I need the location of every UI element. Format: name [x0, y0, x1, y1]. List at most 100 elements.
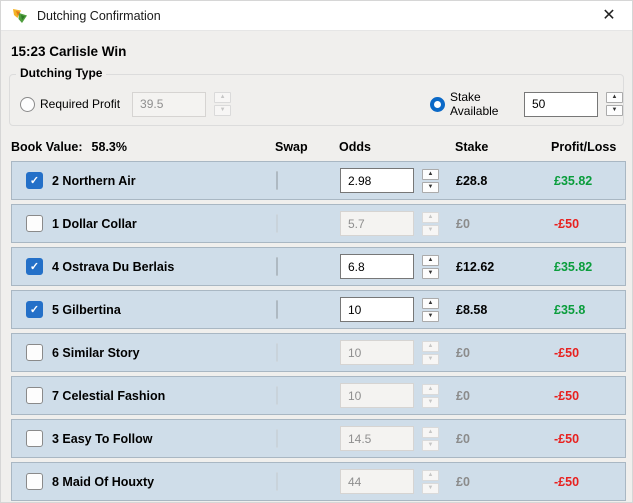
swap-checkbox[interactable] — [276, 471, 278, 491]
profit-loss-value: £35.82 — [554, 173, 593, 188]
spin-down-icon[interactable]: ▼ — [422, 310, 439, 322]
stake-value: £0 — [456, 345, 470, 360]
spin-up-icon[interactable]: ▲ — [422, 168, 439, 180]
odds-cell: ▲▼ — [340, 211, 452, 236]
odds-spinner: ▲ ▼ — [422, 340, 439, 365]
spin-down-icon[interactable]: ▼ — [422, 439, 439, 451]
window-title: Dutching Confirmation — [37, 8, 161, 23]
profit-loss-value: £35.8 — [554, 302, 586, 317]
stake-available-label: Stake Available — [450, 90, 499, 118]
swap-cell — [276, 428, 340, 448]
spin-down-icon[interactable]: ▼ — [422, 396, 439, 408]
odds-input[interactable] — [340, 254, 414, 279]
runner-name: 5 Gilbertina — [52, 302, 121, 317]
stake-value: £0 — [456, 388, 470, 403]
odds-spinner: ▲ ▼ — [422, 168, 439, 193]
odds-input[interactable] — [340, 168, 414, 193]
odds-cell: ▲▼ — [340, 383, 452, 408]
stake-value: £12.62 — [456, 259, 495, 274]
swap-checkbox[interactable] — [276, 342, 278, 362]
stake-available-input[interactable] — [524, 91, 598, 117]
runner-cell: ✓ 6 Similar Story — [26, 344, 276, 361]
profit-loss-value: -£50 — [554, 474, 580, 489]
swap-checkbox[interactable] — [276, 170, 278, 190]
runner-select-checkbox[interactable]: ✓ — [26, 344, 43, 361]
table-row: ✓ 1 Dollar Collar ▲▼ £0 -£50 — [11, 204, 626, 243]
spin-up-icon[interactable]: ▲ — [422, 383, 439, 395]
runner-cell: ✓ 5 Gilbertina — [26, 301, 276, 318]
swap-checkbox[interactable] — [276, 256, 278, 276]
dutching-type-label: Dutching Type — [16, 66, 107, 80]
spin-up-icon[interactable]: ▲ — [422, 340, 439, 352]
column-header-stake: Stake — [455, 140, 489, 154]
swap-cell — [276, 299, 340, 319]
profit-loss-value: -£50 — [554, 216, 580, 231]
odds-input[interactable] — [340, 297, 414, 322]
swap-checkbox[interactable] — [276, 428, 278, 448]
runner-select-checkbox[interactable]: ✓ — [26, 301, 43, 318]
spin-down-icon[interactable]: ▼ — [422, 224, 439, 236]
table-row: ✓ 2 Northern Air ▲▼ £28.8 £35.82 — [11, 161, 626, 200]
spin-up-icon[interactable]: ▲ — [422, 254, 439, 266]
stake-available-option: Stake Available ▲ ▼ — [430, 75, 623, 125]
odds-cell: ▲▼ — [340, 426, 452, 451]
runner-select-checkbox[interactable]: ✓ — [26, 430, 43, 447]
odds-spinner: ▲ ▼ — [422, 211, 439, 236]
runner-name: 6 Similar Story — [52, 345, 140, 360]
required-profit-spinner: ▲ ▼ — [214, 92, 232, 116]
spin-down-icon[interactable]: ▼ — [422, 181, 439, 193]
checkmark-icon: ✓ — [29, 261, 40, 273]
spin-down-icon[interactable]: ▼ — [422, 482, 439, 494]
table-row: ✓ 4 Ostrava Du Berlais ▲▼ £12.62 £35.82 — [11, 247, 626, 286]
odds-spinner: ▲ ▼ — [422, 254, 439, 279]
profit-loss-value: -£50 — [554, 345, 580, 360]
odds-spinner: ▲ ▼ — [422, 426, 439, 451]
stake-value: £0 — [456, 474, 470, 489]
stake-available-radio[interactable] — [430, 96, 445, 112]
odds-input[interactable] — [340, 383, 414, 408]
odds-input[interactable] — [340, 469, 414, 494]
swap-checkbox[interactable] — [276, 385, 278, 405]
odds-cell: ▲▼ — [340, 297, 452, 322]
close-icon[interactable]: ✕ — [602, 6, 616, 24]
spin-down-icon[interactable]: ▼ — [422, 267, 439, 279]
race-title: 15:23 Carlisle Win — [11, 44, 127, 59]
spin-up-icon[interactable]: ▲ — [422, 297, 439, 309]
runner-select-checkbox[interactable]: ✓ — [26, 473, 43, 490]
stake-value: £28.8 — [456, 173, 488, 188]
required-profit-input[interactable] — [132, 91, 207, 117]
profit-loss-value: £35.82 — [554, 259, 593, 274]
swap-checkbox[interactable] — [276, 299, 278, 319]
runner-cell: ✓ 8 Maid Of Houxty — [26, 473, 276, 490]
runner-name: 1 Dollar Collar — [52, 216, 137, 231]
table-row: ✓ 3 Easy To Follow ▲▼ £0 -£50 — [11, 419, 626, 458]
runner-name: 3 Easy To Follow — [52, 431, 153, 446]
required-profit-radio[interactable] — [20, 96, 35, 112]
title-bar: Dutching Confirmation ✕ — [1, 1, 632, 31]
table-row: ✓ 5 Gilbertina ▲▼ £8.58 £35.8 — [11, 290, 626, 329]
spin-up-icon[interactable]: ▲ — [422, 426, 439, 438]
spin-down-icon[interactable]: ▼ — [214, 105, 232, 116]
odds-input[interactable] — [340, 426, 414, 451]
runner-select-checkbox[interactable]: ✓ — [26, 215, 43, 232]
column-header-odds: Odds — [339, 140, 371, 154]
column-header-swap: Swap — [275, 140, 308, 154]
spin-up-icon[interactable]: ▲ — [606, 92, 623, 103]
spin-up-icon[interactable]: ▲ — [422, 469, 439, 481]
swap-cell — [276, 471, 340, 491]
spin-up-icon[interactable]: ▲ — [214, 92, 232, 103]
runner-select-checkbox[interactable]: ✓ — [26, 172, 43, 189]
runner-select-checkbox[interactable]: ✓ — [26, 387, 43, 404]
odds-input[interactable] — [340, 211, 414, 236]
spin-up-icon[interactable]: ▲ — [422, 211, 439, 223]
spin-down-icon[interactable]: ▼ — [422, 353, 439, 365]
table-row: ✓ 6 Similar Story ▲▼ £0 -£50 — [11, 333, 626, 372]
odds-input[interactable] — [340, 340, 414, 365]
runner-name: 7 Celestial Fashion — [52, 388, 166, 403]
stake-value: £0 — [456, 431, 470, 446]
odds-cell: ▲▼ — [340, 340, 452, 365]
swap-checkbox[interactable] — [276, 213, 278, 233]
app-icon — [13, 8, 27, 23]
runner-select-checkbox[interactable]: ✓ — [26, 258, 43, 275]
spin-down-icon[interactable]: ▼ — [606, 105, 623, 116]
